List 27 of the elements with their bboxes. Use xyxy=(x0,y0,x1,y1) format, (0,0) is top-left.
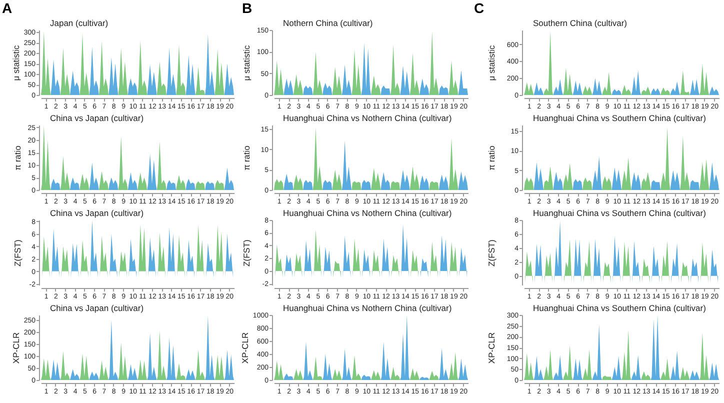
chart-title: Huanghuai China vs Nothern China (cultivar) xyxy=(283,303,452,313)
chart-title: Japan (cultivar) xyxy=(50,18,108,28)
y-axis-title: Z(FST) xyxy=(486,239,496,266)
y-axis-title: XP-CLR xyxy=(486,332,496,364)
text: C xyxy=(474,0,484,16)
chart-title: Huanghuai China vs Southern China (cultivar) xyxy=(533,113,706,123)
y-axis-title: π ratio xyxy=(242,145,252,170)
chart-title: Huanghuai China vs Nothern China (cultivar) xyxy=(283,113,452,123)
text: B xyxy=(242,0,252,16)
chart-title: China vs Japan (cultivar) xyxy=(50,303,144,313)
y-axis-title: μ statistic xyxy=(10,44,21,81)
y-axis-title: XP-CLR xyxy=(10,332,21,364)
chart-title: Southern China (cultivar) xyxy=(533,18,628,28)
y-axis-title: μ statistic xyxy=(242,44,252,81)
y-axis-title: π ratio xyxy=(486,145,496,170)
chart-title: China vs Japan (cultivar) xyxy=(50,113,144,123)
text: A xyxy=(2,0,12,16)
y-axis-title: Z(FST) xyxy=(12,239,22,266)
y-axis-title: π ratio xyxy=(12,145,22,170)
chart-title: Huanghuai China vs Nothern China (cultivar) xyxy=(283,208,452,218)
y-axis-title: Z(FST) xyxy=(242,239,252,266)
y-axis-title: μ statistic xyxy=(486,44,496,81)
chart-title: Nothern China (cultivar) xyxy=(283,18,373,28)
chart-title: China vs Japan (cultivar) xyxy=(50,208,144,218)
chart-title: Huanghuai China vs Southern China (cultivar) xyxy=(533,303,706,313)
chart-title: Huanghuai China vs Southern China (cultivar) xyxy=(533,208,706,218)
y-axis-title: XP-CLR xyxy=(240,332,250,364)
